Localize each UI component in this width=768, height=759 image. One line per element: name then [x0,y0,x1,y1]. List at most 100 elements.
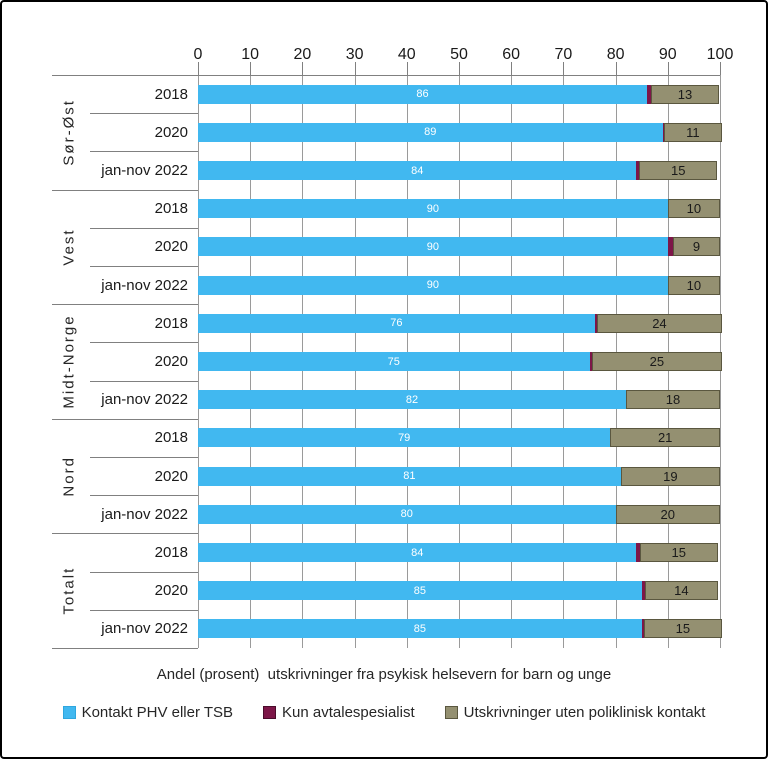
bar-segment-uten-kontakt: 20 [615,504,720,524]
axis-tick [459,62,460,75]
axis-tick [250,62,252,75]
bar-row: 85 14 [198,581,718,601]
bar-segment-uten-kontakt: 19 [620,466,720,486]
row-label: 2020 [154,238,188,256]
row-separator [90,571,198,573]
group-separator [52,189,198,191]
bar-segment-kontakt-phv: 86 [198,84,647,104]
bar-row: 80 20 [198,504,720,524]
legend-item-kontakt-phv: Kontakt PHV eller TSB [62,704,234,721]
bar-segment-uten-kontakt: 10 [667,275,720,295]
bar-row: 76 24 [198,313,723,333]
axis-tick-label: 0 [193,46,203,63]
bar-row: 79 21 [198,428,720,448]
bar-segment-kontakt-phv: 85 [198,581,642,601]
bar-segment-avtalespesialist [636,161,640,180]
bar-segment-avtalespesialist [667,237,674,257]
bar-segment-kontakt-phv: 84 [198,543,637,562]
row-separator [90,342,198,344]
legend-label: Kontakt PHV eller TSB [81,704,234,721]
axis-tick-label: 100 [706,46,734,63]
group-separator [52,304,198,306]
row-label: jan-nov 2022 [101,161,188,179]
axis-tick [667,62,669,75]
axis-tick-label: 10 [241,46,260,63]
bar-segment-uten-kontakt: 15 [639,543,718,562]
chart-title: Andel (prosent) utskrivninger fra psykis… [156,666,612,683]
row-label: 2020 [154,467,188,485]
axis-tick [406,62,408,75]
bar-segment-kontakt-phv: 81 [198,466,621,486]
row-separator [90,380,198,382]
bar-segment-kontakt-phv: 90 [198,199,668,219]
axis-tick-label: 70 [554,46,573,63]
group-separator [52,533,198,535]
row-separator [90,151,198,153]
axis-tick-label: 40 [397,46,416,63]
bar-segment-uten-kontakt: 11 [664,122,722,142]
bar-segment-uten-kontakt: 25 [591,352,723,371]
bar-segment-kontakt-phv: 76 [198,313,595,333]
bar-segment-avtalespesialist [646,84,652,104]
group-label: Sør-Øst [60,99,78,166]
axis-tick-label: 80 [606,46,625,63]
bar-row: 84 15 [198,543,718,562]
legend: Kontakt PHV eller TSB Kun avtalespesiali… [2,704,766,721]
row-label: 2018 [154,200,188,218]
legend-item-uten-kontakt: Utskrivninger uten poliklinisk kontakt [444,704,706,721]
bar-segment-kontakt-phv: 90 [198,275,668,295]
bar-segment-kontakt-phv: 79 [198,428,611,448]
axis-tick [198,62,199,75]
axis-tick [302,62,304,75]
bar-segment-uten-kontakt: 10 [667,199,720,219]
axis-tick [563,62,565,75]
axis-tick-label: 90 [658,46,677,63]
legend-label: Utskrivninger uten poliklinisk kontakt [463,704,706,721]
legend-label: Kun avtalespesialist [282,704,415,721]
legend-swatch-kontakt-phv [62,706,76,719]
row-label: 2018 [154,429,188,447]
row-label: 2018 [154,85,188,103]
legend-item-avtalespesialist: Kun avtalespesialist [263,704,415,721]
group-separator [52,648,198,649]
group-separator [52,418,198,420]
axis-tick [354,62,356,75]
bar-segment-avtalespesialist [594,313,597,333]
bar-segment-kontakt-phv: 82 [198,390,627,410]
axis-tick-label: 50 [450,46,468,63]
bar-segment-avtalespesialist [662,122,665,142]
row-separator [90,113,198,115]
axis-tick-label: 20 [293,46,312,63]
row-label: jan-nov 2022 [101,620,188,638]
row-label: 2018 [154,543,188,561]
bar-segment-kontakt-phv: 80 [198,504,616,524]
row-separator [90,609,198,611]
bar-segment-avtalespesialist [589,352,592,371]
bar-segment-uten-kontakt: 18 [626,390,720,410]
axis-tick [615,62,617,75]
axis-tick [720,62,721,75]
bar-row: 90 10 [198,199,720,219]
group-label: Midt-Norge [60,314,78,409]
row-label: jan-nov 2022 [101,276,188,294]
row-label: 2018 [154,314,188,332]
bar-segment-uten-kontakt: 21 [610,428,720,448]
bar-row: 89 11 [198,122,722,142]
bar-row: 90 10 [198,275,720,295]
group-label: Nord [60,455,78,497]
bar-segment-avtalespesialist [636,543,640,562]
bar-row: 82 18 [198,390,720,410]
axis-tick [511,62,513,75]
legend-swatch-avtalespesialist [263,706,277,719]
bar-row: 90 9 [198,237,720,257]
bar-segment-uten-kontakt: 15 [639,161,718,180]
group-label: Vest [60,228,78,266]
row-label: jan-nov 2022 [101,505,188,523]
bar-row: 86 13 [198,84,719,104]
row-label: 2020 [154,352,188,370]
bar-segment-kontakt-phv: 89 [198,122,663,142]
bar-row: 81 19 [198,466,720,486]
row-separator [90,457,198,458]
bar-segment-uten-kontakt: 9 [673,237,720,257]
